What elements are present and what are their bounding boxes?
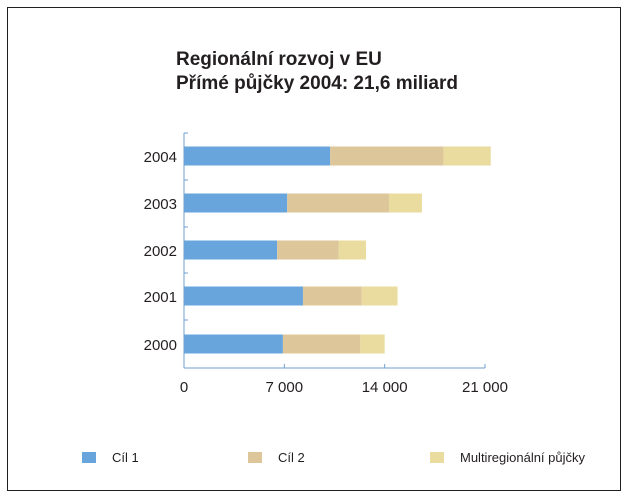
legend-label: Multiregionální půjčky xyxy=(460,450,586,465)
chart-subtitle: Přímé půjčky 2004: 21,6 miliard xyxy=(176,73,458,94)
bar-2002-series-3 xyxy=(338,240,367,260)
bar-2003-series-3 xyxy=(388,193,422,213)
bar-2004-series-1 xyxy=(184,146,331,166)
chart-frame xyxy=(7,7,621,491)
bar-2001-series-2 xyxy=(302,286,362,306)
bar-2002-series-2 xyxy=(277,240,339,260)
legend-label: Cíl 1 xyxy=(112,450,139,465)
bar-2000-series-3 xyxy=(360,334,385,354)
legend-item: Cíl 1 xyxy=(82,450,139,465)
y-tick-label-2004: 2004 xyxy=(144,149,177,166)
y-tick-label-2000: 2000 xyxy=(144,337,177,354)
legend-label: Cíl 2 xyxy=(278,450,305,465)
legend-swatch xyxy=(82,452,96,463)
x-tick-label: 21 000 xyxy=(462,379,508,396)
bar-2000-series-2 xyxy=(282,334,361,354)
bar-2002-series-1 xyxy=(184,240,278,260)
bar-2003-series-2 xyxy=(287,193,389,213)
chart-title-block: Regionální rozvoj v EU Přímé půjčky 2004… xyxy=(176,48,458,96)
bar-2001-series-1 xyxy=(184,286,303,306)
y-tick-label-2002: 2002 xyxy=(144,243,177,260)
x-tick-label: 14 000 xyxy=(362,379,408,396)
legend-swatch xyxy=(430,452,444,463)
legend-item: Cíl 2 xyxy=(248,450,305,465)
bar-2000-series-1 xyxy=(184,334,283,354)
legend-item: Multiregionální půjčky xyxy=(430,450,585,465)
bar-2004-series-3 xyxy=(443,146,491,166)
legend-swatch xyxy=(248,452,262,463)
bar-2001-series-3 xyxy=(361,286,398,306)
y-tick-label-2003: 2003 xyxy=(144,196,177,213)
x-tick-label: 7 000 xyxy=(266,379,304,396)
y-tick-label-2001: 2001 xyxy=(144,289,177,306)
chart-title: Regionální rozvoj v EU xyxy=(176,49,382,70)
x-tick-label: 0 xyxy=(180,379,188,396)
bar-2004-series-2 xyxy=(330,146,444,166)
bar-2003-series-1 xyxy=(184,193,288,213)
